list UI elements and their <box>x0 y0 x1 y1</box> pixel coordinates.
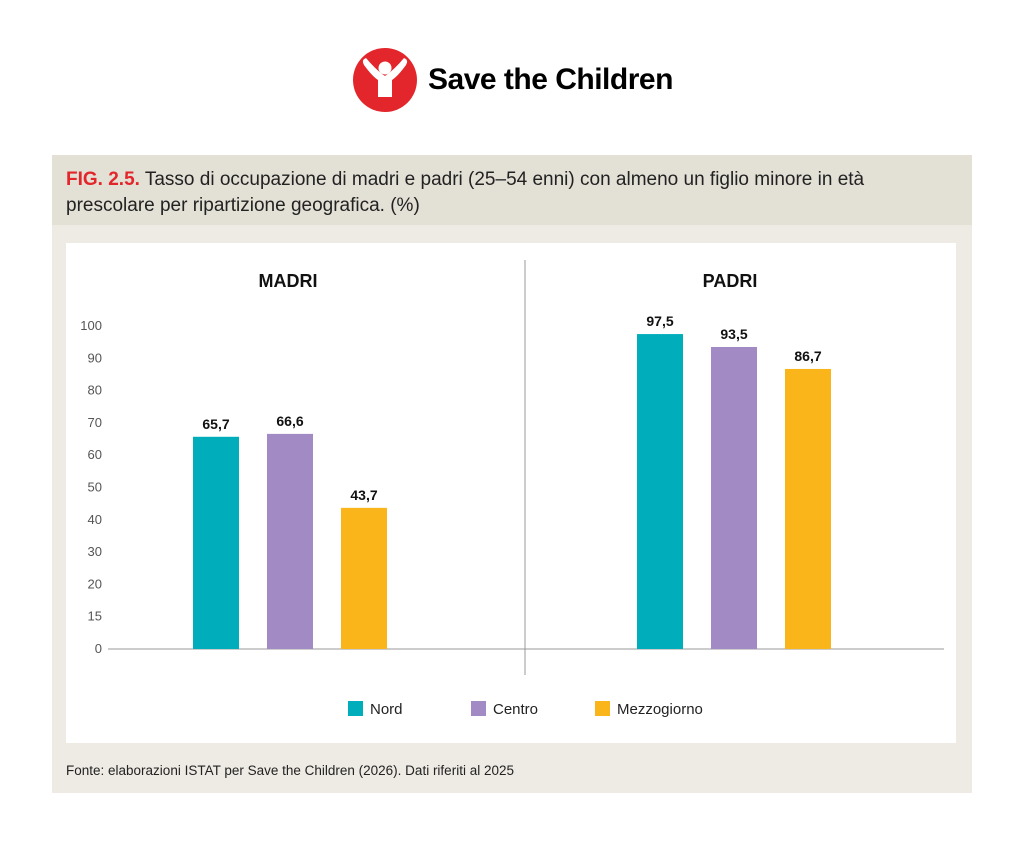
bar-chart: 0 15 20 30 40 50 60 70 80 90 100 MADRI 65,7 66,6 43,7 P… <box>80 260 944 718</box>
data-label: 97,5 <box>646 313 673 329</box>
legend-swatch-nord <box>348 701 363 716</box>
y-tick-label: 50 <box>88 480 102 495</box>
bar-madri-centro <box>267 433 313 649</box>
save-the-children-logo-icon <box>353 48 417 112</box>
y-tick-label: 40 <box>88 512 102 527</box>
figure-card: FIG. 2.5. Tasso di occupazione di madri … <box>52 155 972 793</box>
legend-swatch-mezzogiorno <box>595 701 610 716</box>
data-label: 66,6 <box>276 413 303 429</box>
panel-title: MADRI <box>259 271 318 291</box>
chart-panel: 0 15 20 30 40 50 60 70 80 90 100 MADRI 65,7 66,6 43,7 P… <box>66 243 956 743</box>
y-tick-label: 100 <box>80 318 102 333</box>
bar-madri-nord <box>193 436 239 649</box>
legend-swatch-centro <box>471 701 486 716</box>
y-tick-label: 60 <box>88 447 102 462</box>
bar-madri-mezzogiorno <box>341 507 387 649</box>
bar-padri-centro <box>711 346 757 649</box>
y-tick-label: 15 <box>88 609 102 624</box>
y-tick-label: 20 <box>88 576 102 591</box>
figure-title-text: Tasso di occupazione di madri e padri (2… <box>66 169 865 216</box>
data-label: 43,7 <box>350 487 377 503</box>
data-label: 93,5 <box>720 326 747 342</box>
legend-label-nord: Nord <box>370 701 403 718</box>
y-tick-label: 30 <box>88 544 102 559</box>
brand-logo: Save the Children <box>352 47 673 113</box>
figure-number: FIG. 2.5. <box>66 169 140 190</box>
panel-title: PADRI <box>703 271 758 291</box>
y-tick-label: 0 <box>95 641 102 656</box>
y-tick-label: 80 <box>88 383 102 398</box>
bar-padri-mezzogiorno <box>785 368 831 649</box>
bar-padri-nord <box>637 334 683 649</box>
y-tick-label: 70 <box>88 415 102 430</box>
data-label: 86,7 <box>794 348 821 364</box>
legend-label-centro: Centro <box>493 701 538 718</box>
data-label: 65,7 <box>202 416 229 432</box>
legend-label-mezzogiorno: Mezzogiorno <box>617 701 703 718</box>
figure-header: FIG. 2.5. Tasso di occupazione di madri … <box>52 155 972 225</box>
figure-title: FIG. 2.5. Tasso di occupazione di madri … <box>66 167 956 219</box>
brand-name: Save the Children <box>428 63 673 96</box>
y-tick-label: 90 <box>88 350 102 365</box>
figure-source: Fonte: elaborazioni ISTAT per Save the C… <box>66 763 514 778</box>
